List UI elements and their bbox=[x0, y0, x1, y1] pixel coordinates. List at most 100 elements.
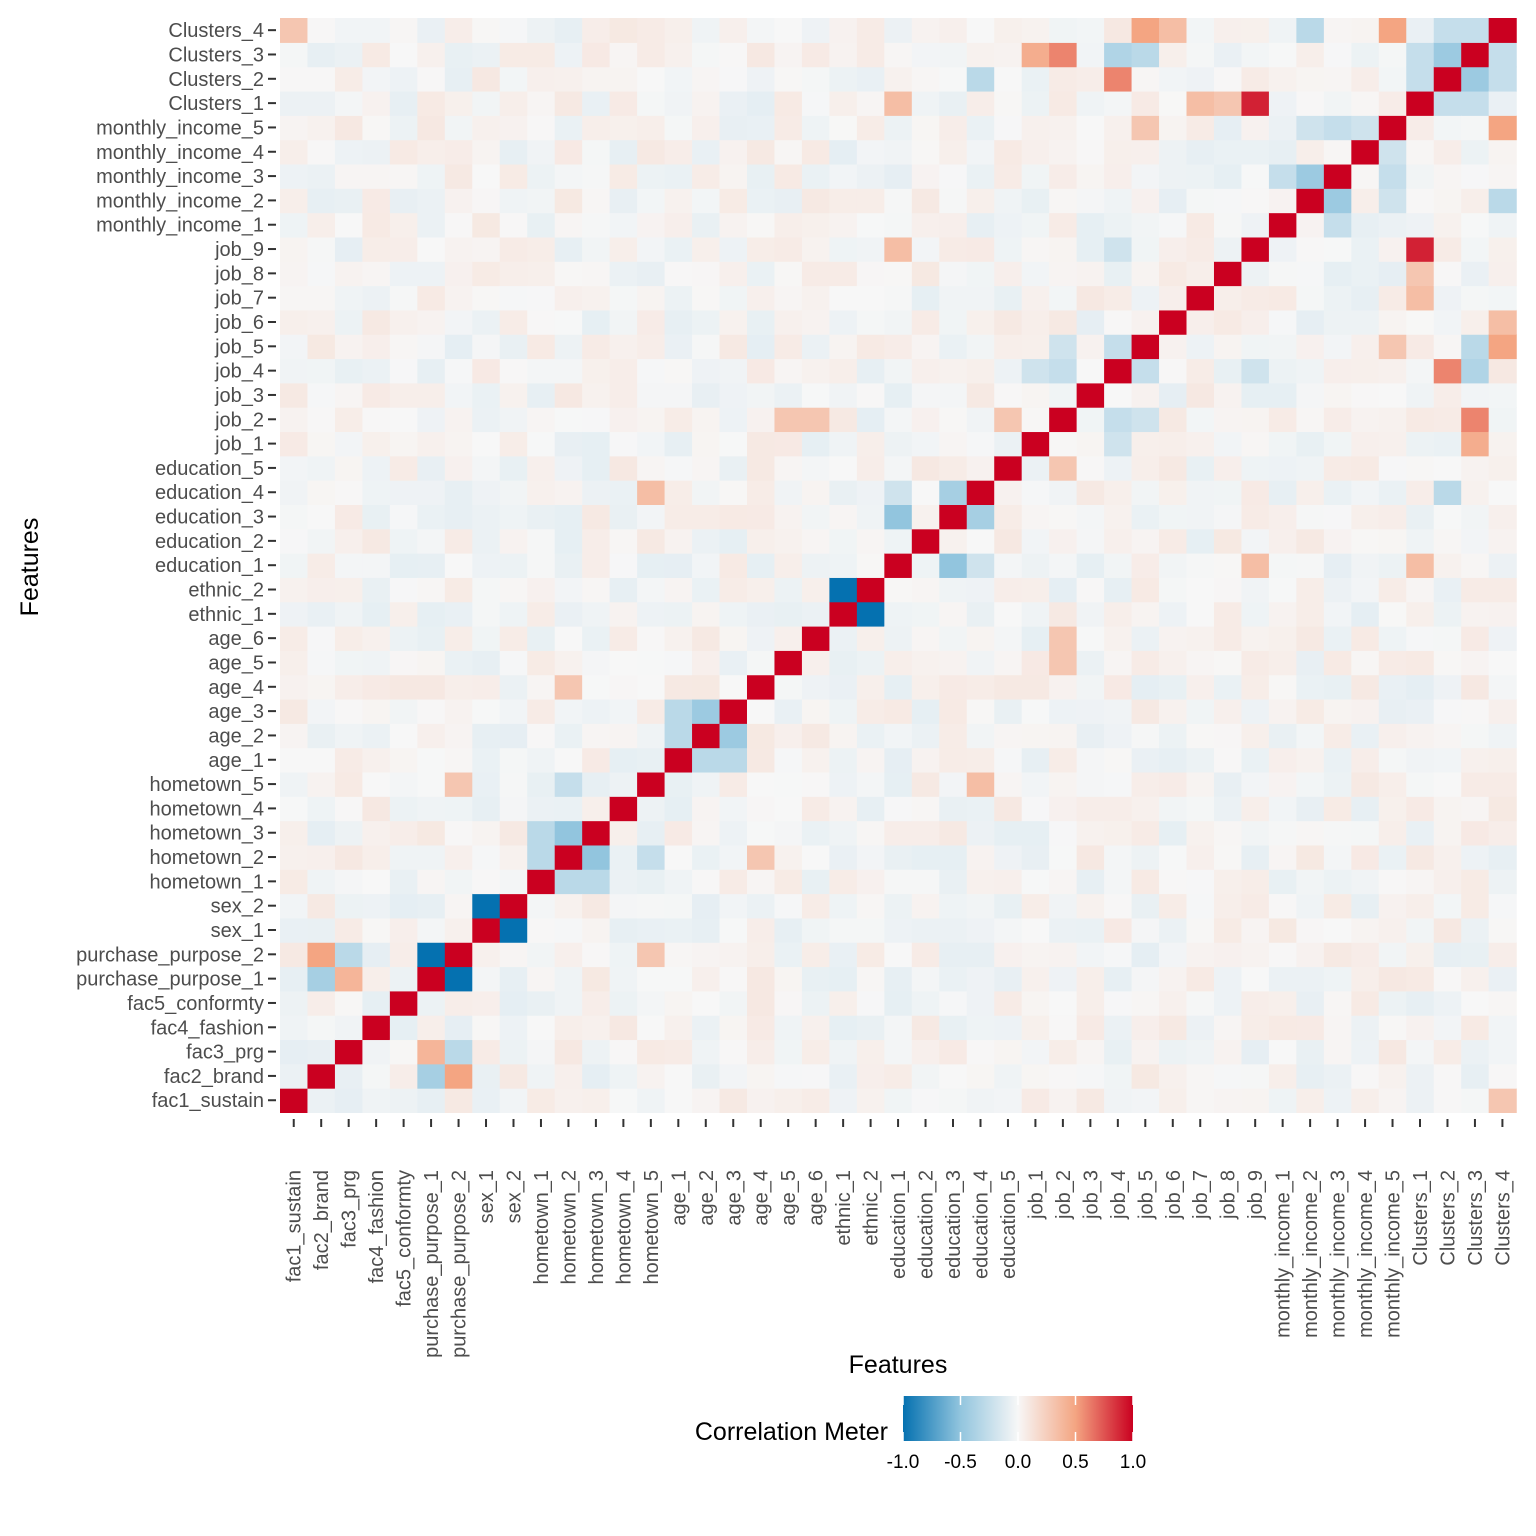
heatmap-cell bbox=[1104, 1063, 1133, 1089]
heatmap-cell bbox=[1241, 626, 1270, 651]
heatmap-cell bbox=[1406, 917, 1435, 943]
heatmap-cell bbox=[884, 18, 913, 43]
heatmap-cell bbox=[939, 1088, 968, 1113]
heatmap-cell bbox=[939, 942, 968, 968]
heatmap-cell bbox=[444, 334, 473, 360]
heatmap-cell bbox=[829, 42, 858, 68]
heatmap-cell bbox=[692, 188, 721, 214]
heatmap-cell bbox=[911, 455, 940, 481]
heatmap-cell bbox=[1461, 188, 1490, 214]
heatmap-cell bbox=[719, 747, 748, 773]
heatmap-cell bbox=[1241, 261, 1270, 287]
heatmap-cell bbox=[1104, 698, 1133, 724]
heatmap-cell bbox=[746, 771, 776, 797]
legend-tick-label: 0.0 bbox=[1005, 1452, 1031, 1473]
heatmap-cell bbox=[664, 747, 693, 773]
heatmap-cell bbox=[609, 18, 638, 43]
heatmap-cell bbox=[1241, 528, 1270, 554]
heatmap-cell bbox=[801, 650, 830, 676]
heatmap-cell bbox=[1296, 285, 1325, 311]
heatmap-cell bbox=[472, 455, 501, 481]
heatmap-cell bbox=[1021, 942, 1050, 968]
heatmap-cell bbox=[334, 917, 364, 943]
heatmap-cell bbox=[994, 1088, 1023, 1113]
x-tick-label: age_5 bbox=[778, 1170, 800, 1226]
x-tick-label: monthly_income_3 bbox=[1328, 1170, 1350, 1338]
heatmap-cell bbox=[582, 771, 611, 797]
heatmap-cell bbox=[1241, 747, 1270, 773]
heatmap-cell bbox=[1049, 966, 1078, 992]
heatmap-cell bbox=[499, 553, 528, 578]
heatmap-cell bbox=[362, 309, 391, 335]
heatmap-cell bbox=[911, 528, 940, 554]
heatmap-cell bbox=[334, 431, 364, 457]
heatmap-cell bbox=[801, 553, 830, 578]
heatmap-cell bbox=[609, 261, 638, 287]
heatmap-cell bbox=[1488, 334, 1517, 360]
heatmap-cell bbox=[582, 455, 611, 481]
y-tick-label: monthly_income_4 bbox=[96, 142, 264, 164]
heatmap-cell bbox=[554, 407, 583, 433]
heatmap-cell bbox=[472, 480, 501, 505]
heatmap-cell bbox=[801, 1088, 830, 1113]
heatmap-cell bbox=[1104, 212, 1133, 238]
heatmap-cell bbox=[884, 869, 913, 895]
heatmap-cell bbox=[966, 261, 995, 287]
heatmap-cell bbox=[499, 626, 528, 651]
heatmap-cell bbox=[554, 382, 583, 408]
heatmap-cell bbox=[1159, 285, 1188, 311]
heatmap-cell bbox=[966, 650, 995, 676]
heatmap-cell bbox=[1433, 261, 1462, 287]
heatmap-cell bbox=[1241, 309, 1270, 335]
heatmap-cell bbox=[911, 309, 940, 335]
heatmap-cell bbox=[719, 188, 748, 214]
heatmap-cell bbox=[362, 382, 391, 408]
heatmap-cell bbox=[774, 990, 803, 1016]
heatmap-cell bbox=[719, 309, 748, 335]
heatmap-cell bbox=[417, 431, 446, 457]
heatmap-cell bbox=[1186, 66, 1215, 92]
heatmap-cell bbox=[1378, 820, 1407, 846]
heatmap-cell bbox=[994, 771, 1023, 797]
heatmap-cell bbox=[1351, 334, 1380, 360]
heatmap-cell bbox=[939, 334, 968, 360]
heatmap-cell bbox=[609, 528, 638, 554]
heatmap-cell bbox=[1213, 334, 1243, 360]
heatmap-cell bbox=[1159, 480, 1188, 505]
heatmap-cell bbox=[829, 796, 858, 822]
heatmap-cell bbox=[911, 334, 940, 360]
heatmap-cell bbox=[746, 577, 776, 603]
heatmap-cell bbox=[856, 1063, 885, 1089]
heatmap-cell bbox=[1241, 455, 1270, 481]
heatmap-cell bbox=[829, 236, 858, 262]
heatmap-cell bbox=[1323, 893, 1352, 919]
heatmap-cell bbox=[554, 820, 583, 846]
heatmap-cell bbox=[719, 626, 748, 651]
heatmap-cell bbox=[1461, 18, 1490, 43]
heatmap-cell bbox=[829, 577, 858, 603]
heatmap-cell bbox=[1186, 601, 1215, 627]
heatmap-cell bbox=[692, 309, 721, 335]
heatmap-cell bbox=[884, 407, 913, 433]
heatmap-cell bbox=[417, 650, 446, 676]
heatmap-cell bbox=[444, 504, 473, 530]
heatmap-cell bbox=[664, 528, 693, 554]
heatmap-cell bbox=[1104, 1015, 1133, 1041]
heatmap-cell bbox=[1433, 139, 1462, 165]
heatmap-cell bbox=[774, 382, 803, 408]
heatmap-cell bbox=[389, 942, 418, 968]
heatmap-cell bbox=[1351, 212, 1380, 238]
heatmap-cell bbox=[1323, 674, 1352, 700]
heatmap-cell bbox=[911, 18, 940, 43]
heatmap-cell bbox=[472, 285, 501, 311]
heatmap-cell bbox=[1104, 942, 1133, 968]
heatmap-cell bbox=[1049, 1063, 1078, 1089]
heatmap-cell bbox=[1159, 236, 1188, 262]
heatmap-cell bbox=[554, 674, 583, 700]
heatmap-cell bbox=[280, 139, 309, 165]
heatmap-cell bbox=[692, 115, 721, 141]
heatmap-cell bbox=[1488, 18, 1517, 43]
heatmap-cell bbox=[417, 844, 446, 870]
heatmap-cell bbox=[637, 261, 666, 287]
heatmap-cell bbox=[939, 212, 968, 238]
